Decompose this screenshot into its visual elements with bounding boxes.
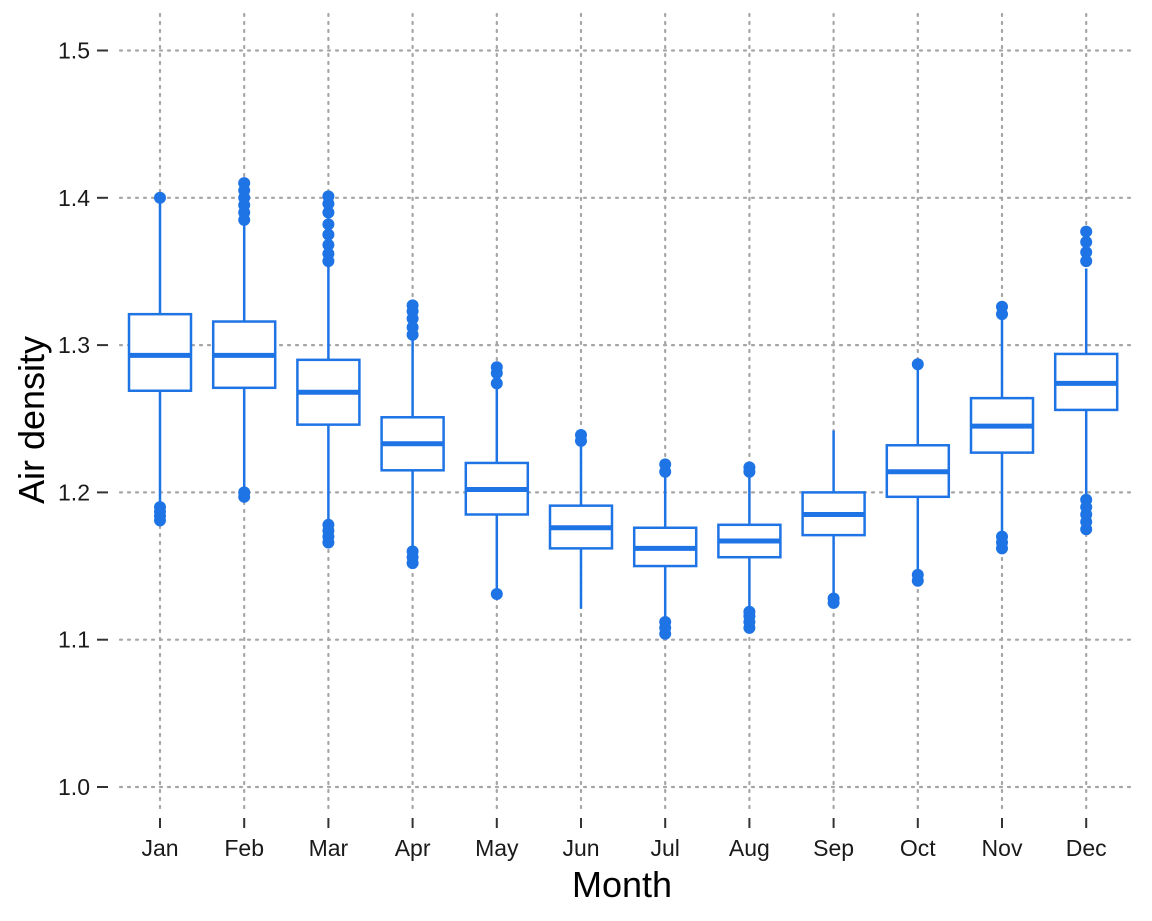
y-tick-label: 1.0 [58, 774, 90, 800]
box-jun [548, 428, 614, 609]
x-tick-label: Aug [729, 835, 770, 861]
boxes [127, 177, 1119, 640]
outlier-point [659, 458, 672, 471]
x-tick-label: Feb [224, 835, 264, 861]
outlier-point [996, 300, 1008, 313]
outlier-point [911, 568, 924, 581]
box-mar [296, 190, 361, 549]
outlier-point [238, 486, 251, 499]
outlier-point [1080, 235, 1093, 248]
box-may [464, 361, 530, 601]
box-sep [801, 430, 866, 609]
outlier-point [827, 592, 840, 605]
y-axis-title: Air density [11, 336, 52, 504]
box-jan [127, 191, 193, 527]
outlier-point [154, 501, 166, 514]
x-tick-label: Jul [650, 835, 679, 861]
y-tick-label: 1.3 [58, 332, 90, 358]
y-tick-label: 1.1 [58, 627, 90, 653]
outlier-point [322, 228, 335, 241]
y-tick-label: 1.5 [58, 38, 90, 64]
x-tick-label: Nov [982, 835, 1023, 861]
box-feb [211, 177, 277, 503]
outlier-point [743, 461, 756, 474]
x-tick-label: Jan [141, 835, 178, 861]
box-dec [1053, 225, 1119, 536]
x-axis-ticks: Jan Feb Mar Apr May Jun Jul Aug Sep Oct Nov Dec [141, 818, 1107, 861]
outlier-point [743, 605, 756, 618]
outlier-point [322, 190, 335, 203]
x-tick-label: Apr [395, 835, 431, 861]
x-tick-label: Sep [813, 835, 854, 861]
x-tick-label: Jun [562, 835, 599, 861]
x-tick-label: Dec [1066, 835, 1107, 861]
outlier-point [238, 177, 251, 190]
outlier-point [575, 428, 587, 441]
outlier-point [322, 218, 335, 231]
outlier-point [911, 358, 924, 371]
outlier-point [490, 377, 503, 390]
y-tick-label: 1.4 [58, 185, 90, 211]
outlier-point [996, 530, 1008, 543]
outlier-point [406, 545, 419, 558]
outlier-point [490, 361, 503, 374]
x-tick-label: Oct [900, 835, 936, 861]
x-axis-title: Month [572, 864, 672, 905]
box-apr [380, 299, 445, 570]
outlier-point [154, 191, 166, 204]
y-tick-label: 1.2 [58, 479, 90, 505]
outlier-point [322, 238, 335, 251]
box-aug [717, 461, 782, 634]
outlier-point [406, 299, 419, 312]
y-axis-ticks: 1.0 1.1 1.2 1.3 1.4 1.5 [58, 38, 108, 800]
x-tick-label: Mar [309, 835, 349, 861]
outlier-point [406, 321, 419, 334]
outlier-point [490, 588, 503, 601]
outlier-point [659, 616, 672, 629]
outlier-point [322, 518, 335, 531]
outlier-point [1080, 225, 1093, 238]
iqr-box [127, 312, 193, 393]
x-tick-label: May [475, 835, 519, 861]
outlier-point [1080, 493, 1093, 506]
outlier-point [322, 247, 335, 260]
outlier-point [1080, 246, 1093, 259]
outlier-point [322, 206, 335, 219]
box-nov [969, 300, 1035, 555]
box-jul [632, 458, 698, 640]
box-oct [885, 358, 951, 587]
outlier-point [1080, 255, 1093, 268]
